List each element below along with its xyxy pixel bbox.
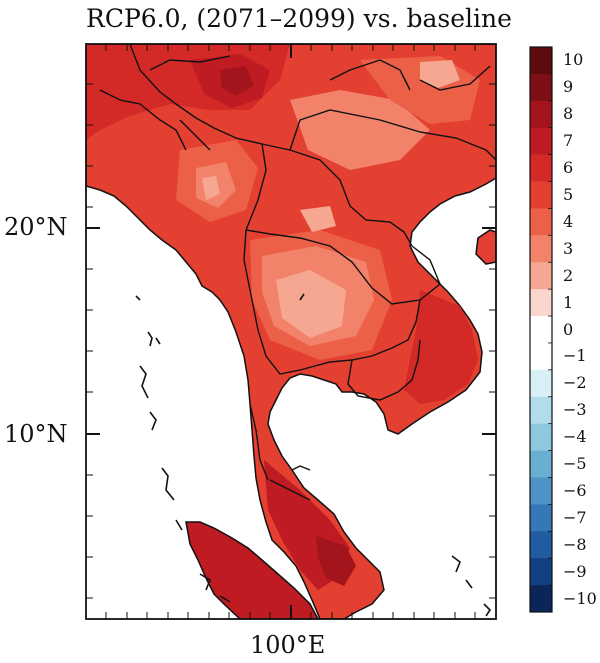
- colorbar-label: −4: [563, 427, 587, 447]
- y-minor-ticks: [86, 83, 496, 599]
- colorbar-label: 5: [563, 184, 574, 204]
- colorbar-swatch: [530, 181, 552, 209]
- colorbar-label: −6: [563, 480, 587, 500]
- hainan-island: [475, 229, 496, 265]
- colorbar-label: 4: [563, 211, 574, 231]
- colorbar-swatch: [530, 531, 552, 559]
- colorbar-swatch: [530, 73, 552, 102]
- colorbar-label: 0: [563, 319, 574, 339]
- colorbar-swatch: [530, 423, 552, 451]
- colorbar-swatch: [530, 316, 552, 344]
- colorbar-label: 8: [563, 104, 574, 124]
- colorbar-label: 9: [563, 77, 574, 97]
- colorbar-label: −2: [563, 373, 587, 393]
- colorbar-swatch: [530, 342, 552, 371]
- colorbar-swatch: [530, 262, 552, 290]
- colorbar-label: −7: [563, 507, 587, 527]
- colorbar-swatch: [530, 558, 552, 586]
- colorbar-swatch: [530, 127, 552, 155]
- y-tick-label-20n: 20°N: [4, 213, 68, 241]
- map-area: [86, 44, 496, 619]
- colorbar-label: 2: [563, 265, 574, 285]
- colorbar-label: −9: [563, 561, 587, 581]
- colorbar-frame: [529, 46, 553, 613]
- colorbar-label: 3: [563, 238, 574, 258]
- colorbar-swatch: [530, 585, 552, 613]
- colorbar-label: −1: [563, 346, 587, 366]
- colorbar-swatch: [530, 477, 552, 505]
- colorbar-swatch: [530, 396, 552, 424]
- colorbar-label: −10: [563, 588, 597, 608]
- colorbar-label: −5: [563, 454, 587, 474]
- colorbar-label: −3: [563, 400, 587, 420]
- colorbar-swatch: [530, 235, 552, 263]
- x-minor-ticks: [105, 44, 476, 619]
- colorbar-label: −8: [563, 534, 587, 554]
- x-tick-label-100e: 100°E: [250, 631, 326, 659]
- sumatra-land: [185, 521, 319, 619]
- colorbar-swatch: [530, 504, 552, 532]
- colorbar-swatch: [530, 289, 552, 317]
- y-tick-label-10n: 10°N: [4, 420, 68, 448]
- colorbar-label: 6: [563, 158, 574, 178]
- colorbar-swatch: [530, 369, 552, 398]
- small-islands: [135, 293, 492, 617]
- colorbar-swatch: [530, 208, 552, 236]
- colorbar: [529, 46, 553, 613]
- country-borders: [99, 44, 496, 501]
- map-title: RCP6.0, (2071–2099) vs. baseline: [86, 4, 512, 33]
- colorbar-swatch: [530, 450, 552, 478]
- colorbar-label: 1: [563, 292, 574, 312]
- colorbar-swatch: [530, 154, 552, 182]
- colorbar-label: 10: [563, 50, 584, 70]
- colorbar-swatch: [530, 47, 552, 75]
- colorbar-swatch: [530, 100, 552, 129]
- colorbar-label: 7: [563, 131, 574, 151]
- y-ticks: [86, 227, 496, 435]
